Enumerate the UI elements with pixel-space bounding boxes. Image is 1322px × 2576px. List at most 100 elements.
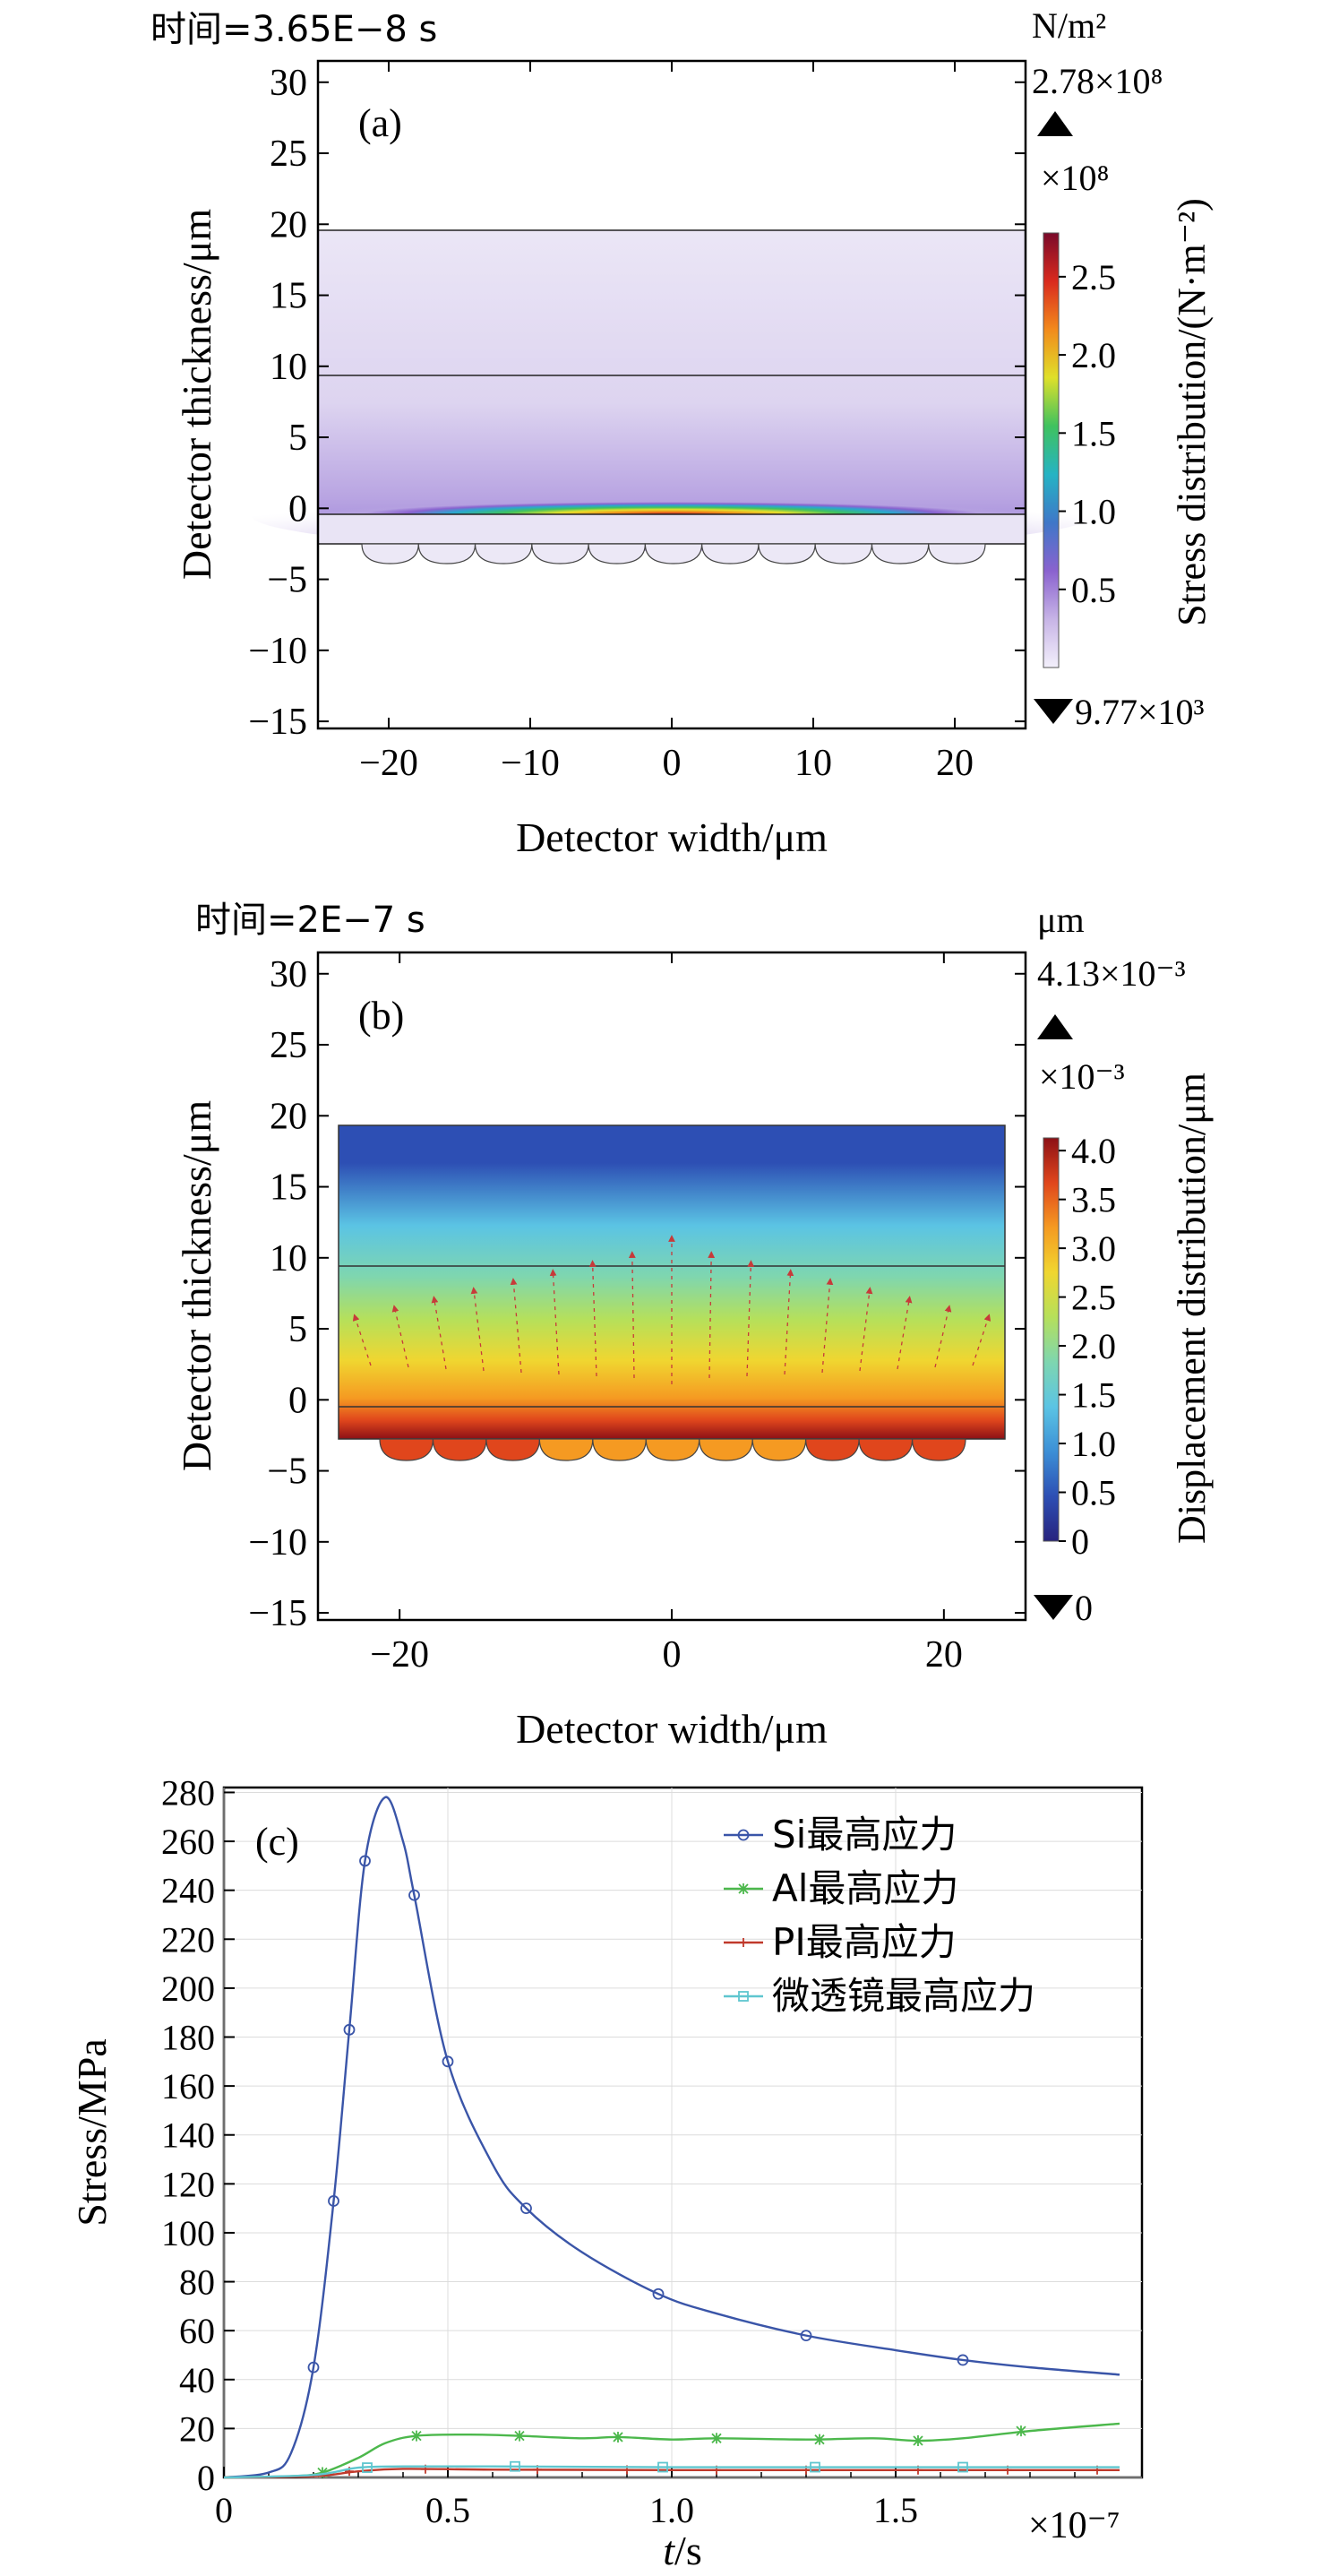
microlens <box>805 1438 860 1461</box>
panel-c-ticks: 0 20 40 60 80 100 120 140 160 180 200 220 240 260 280 0… <box>161 1772 1076 2530</box>
x-tick-label: 1.5 <box>873 2490 918 2530</box>
panel-b-colorbar <box>1043 1137 1060 1542</box>
displacement-arrow <box>897 1296 913 1370</box>
displacement-arrow <box>972 1314 992 1366</box>
microlens <box>699 1438 753 1461</box>
series-line-0 <box>223 1796 1120 2479</box>
microlens <box>361 543 419 564</box>
y-tick-label: 80 <box>179 2262 215 2303</box>
panel-a-axes: −20 −10 0 10 20 30 25 20 15 10 5 0 −5 −10 −15 <box>248 59 1027 784</box>
displacement-arrow <box>588 1260 597 1377</box>
panel-c-xlabel-symbol: t <box>663 2528 675 2573</box>
panel-b-field <box>338 1124 1006 1440</box>
displacement-arrow <box>934 1305 952 1368</box>
series-marker-0 <box>307 2361 320 2374</box>
microlens <box>814 543 873 564</box>
panel-b-ytick-label: −5 <box>267 1452 307 1493</box>
panel-c-stress-chart: 0 20 40 60 80 100 120 140 160 180 200 220 240 260 280 0… <box>69 1772 1144 2573</box>
series-marker-3 <box>810 2461 820 2473</box>
panel-c-tag: (c) <box>255 1820 299 1864</box>
panel-b-ytick-label: 25 <box>270 1025 307 1066</box>
displacement-arrow <box>784 1269 794 1375</box>
panel-b-multiplier: ×10⁻³ <box>1039 1056 1125 1097</box>
microlens <box>928 543 986 564</box>
panel-c-grid <box>223 1788 1142 2478</box>
panel-b-unit-label: μm <box>1037 900 1085 940</box>
y-tick-label: 20 <box>179 2408 215 2449</box>
panel-b-colorbar-title: Displacement distribution/μm <box>1170 1073 1214 1544</box>
series-marker-0 <box>359 1855 371 1867</box>
displacement-arrow <box>470 1287 485 1372</box>
panel-a-xtick-label: 0 <box>663 743 682 784</box>
panel-a-unit-label: N/m² <box>1032 5 1106 46</box>
microlens <box>592 1438 647 1461</box>
legend-label: PI最高应力 <box>772 1920 957 1964</box>
microlens <box>751 1438 807 1461</box>
panel-b-xtick-label: 0 <box>663 1634 682 1676</box>
panel-b-colorbar-ticks: 0 0.5 1.0 1.5 2.0 2.5 3.0 3.5 4.0 <box>1059 1131 1116 1562</box>
panel-c-x-multiplier: ×10⁻⁷ <box>1028 2505 1120 2546</box>
panel-b-cb-label: 2.0 <box>1071 1326 1116 1366</box>
panel-a-max-label: 2.78×10⁸ <box>1032 61 1163 101</box>
y-tick-label: 220 <box>161 1919 215 1960</box>
panel-a-cb-label: 2.0 <box>1071 335 1116 375</box>
panel-b-ytick-label: 0 <box>288 1380 307 1421</box>
x-tick-label: 0.5 <box>425 2490 470 2530</box>
displacement-arrow <box>431 1296 447 1370</box>
panel-a-field <box>251 229 1093 551</box>
x-tick-label: 1.0 <box>649 2490 694 2530</box>
series-marker-1 <box>411 2430 422 2442</box>
panel-a-cb-label: 1.0 <box>1071 492 1116 532</box>
series-marker-1 <box>514 2430 525 2442</box>
panel-b-ytick-label: 20 <box>270 1096 307 1137</box>
series-marker-3 <box>657 2461 668 2473</box>
microlens <box>644 543 703 564</box>
panel-b-ytick-label: 5 <box>288 1309 307 1350</box>
legend-label: Al最高应力 <box>772 1866 958 1910</box>
panel-a-microlens-row <box>361 543 986 564</box>
series-marker-0 <box>652 2287 665 2300</box>
y-tick-label: 240 <box>161 1871 215 1911</box>
legend-label: 微透镜最高应力 <box>772 1974 1035 2018</box>
panel-a-ytick-label: −15 <box>248 702 307 743</box>
microlens <box>871 543 930 564</box>
panel-a-ytick-label: −10 <box>248 631 307 672</box>
panel-a-multiplier: ×10⁸ <box>1041 158 1110 198</box>
microlens <box>645 1438 700 1461</box>
panel-b-ytick-label: 10 <box>270 1238 307 1279</box>
panel-b-ytick-label: 30 <box>270 954 307 995</box>
panel-a-time-label: 时间=3.65E−8 s <box>150 9 437 50</box>
series-marker-1 <box>913 2435 923 2447</box>
y-tick-label: 200 <box>161 1969 215 2009</box>
panel-b-cb-label: 1.0 <box>1071 1424 1116 1464</box>
panel-b-tag: (b) <box>358 994 404 1038</box>
panel-c-series <box>223 1796 1120 2479</box>
max-triangle-icon <box>1037 111 1073 136</box>
series-marker-1 <box>711 2433 722 2444</box>
series-marker-1 <box>814 2434 825 2445</box>
panel-a-xtick-label: −10 <box>501 743 560 784</box>
series-marker-0 <box>343 2023 356 2036</box>
microlens <box>432 1438 487 1461</box>
panel-b-time-label: 时间=2E−7 s <box>195 900 425 941</box>
legend-marker <box>739 1938 748 1947</box>
min-triangle-icon <box>1034 1595 1073 1620</box>
y-tick-label: 260 <box>161 1822 215 1862</box>
panel-b-cb-label: 0 <box>1071 1521 1089 1562</box>
panel-b-cb-label: 2.5 <box>1071 1278 1116 1318</box>
microlens <box>474 543 533 564</box>
panel-a-xlabel: Detector width/μm <box>516 814 828 860</box>
panel-b-min-label: 0 <box>1075 1588 1093 1628</box>
panel-a-cb-label: 0.5 <box>1071 570 1116 610</box>
panel-b-xlabel: Detector width/μm <box>516 1706 828 1752</box>
series-marker-3 <box>957 2461 968 2473</box>
series-marker-3 <box>510 2460 520 2472</box>
series-marker-3 <box>362 2462 373 2473</box>
panel-b-ytick-label: −15 <box>248 1593 307 1634</box>
panel-c-ylabel: Stress/MPa <box>69 2038 115 2227</box>
y-tick-label: 40 <box>179 2360 215 2400</box>
microlens <box>379 1438 434 1461</box>
series-marker-0 <box>957 2354 969 2366</box>
